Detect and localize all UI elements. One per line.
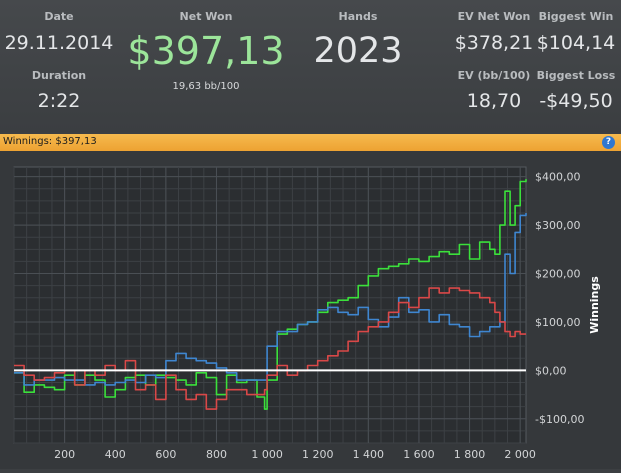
series-line-1 [14,179,527,410]
series-line-2 [14,213,527,386]
ev-bb-label: EV (bb/100) [457,69,531,82]
bb-per-100-value: 19,63 bb/100 [172,81,240,92]
x-tick-label: 1 000 [251,448,283,461]
winnings-header-bar: Winnings: $397,13 ? [0,134,621,151]
y-tick-label: -$100,00 [535,413,584,426]
duration-value: 2:22 [37,90,81,112]
x-tick-label: 1 200 [302,448,334,461]
winnings-title: Winnings: $397,13 [3,136,97,147]
x-tick-label: 200 [54,448,75,461]
ev-net-won-value: $378,21 [454,32,534,54]
x-tick-label: 800 [206,448,227,461]
biggest-win-value: $104,14 [536,32,616,54]
x-tick-label: 400 [105,448,126,461]
y-tick-label: $400,00 [535,171,581,184]
ev-bb-value: 18,70 [466,90,522,112]
x-tick-label: 2 000 [504,448,536,461]
x-tick-label: 1 800 [454,448,486,461]
net-won-label: Net Won [179,10,233,23]
date-label: Date [44,10,74,23]
hands-value: 2023 [313,31,403,71]
x-tick-label: 600 [155,448,176,461]
y-tick-label: $0,00 [535,364,567,377]
net-won-value: $397,13 [127,29,285,73]
y-tick-label: $300,00 [535,219,581,232]
biggest-loss-value: -$49,50 [539,90,613,112]
biggest-loss-label: Biggest Loss [536,69,616,82]
date-value: 29.11.2014 [4,32,114,54]
stats-panel: Date 29.11.2014 Duration 2:22 Net Won $3… [0,0,621,132]
ev-net-won-label: EV Net Won [457,10,531,23]
y-tick-label: $200,00 [535,268,581,281]
x-tick-label: 1 400 [353,448,385,461]
winnings-chart-container: 200 400 600 800 1 000 1 200 1 400 1 600 1 800 2 0… [0,151,621,469]
y-tick-label: $100,00 [535,316,581,329]
winnings-chart: 200 400 600 800 1 000 1 200 1 400 1 600 1 800 2 0… [13,166,601,461]
duration-label: Duration [31,69,87,82]
hands-label: Hands [338,10,378,23]
biggest-win-label: Biggest Win [538,10,614,23]
help-icon[interactable]: ? [602,136,615,149]
plot-area [13,166,527,444]
x-tick-label: 1 600 [403,448,435,461]
y-axis-label: Winnings [588,276,601,334]
